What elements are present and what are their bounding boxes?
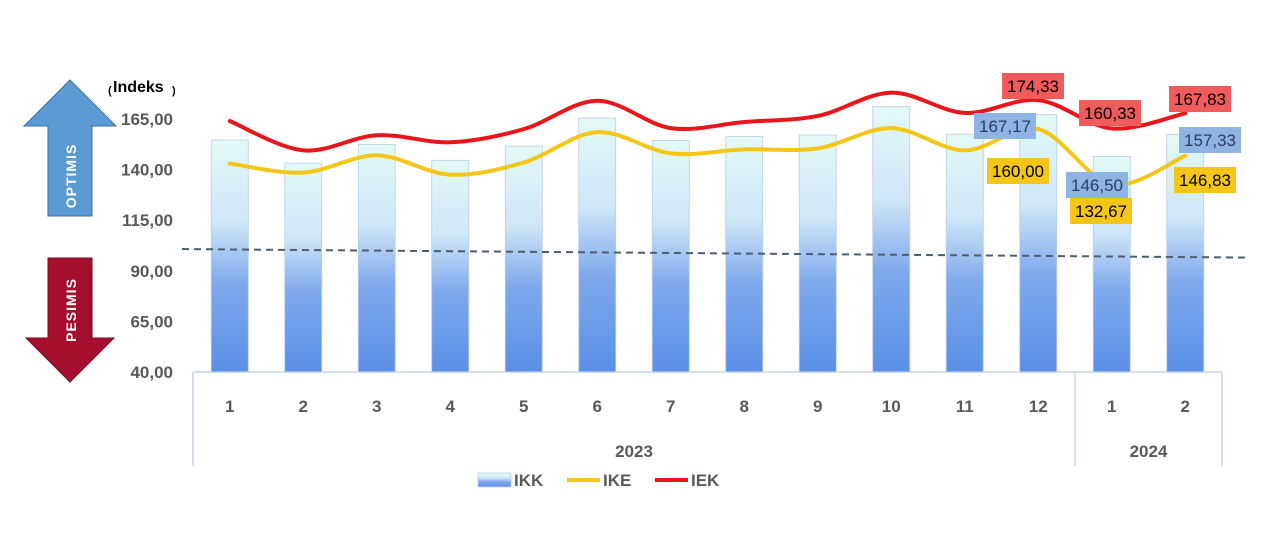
legend-swatch bbox=[477, 472, 512, 488]
y-tick-label: 115,00 bbox=[122, 211, 173, 230]
data-label-iek: 167,83 bbox=[1169, 86, 1231, 112]
legend-item-iek: IEK bbox=[655, 471, 720, 490]
bar-ikk bbox=[210, 139, 249, 373]
bar-ikk bbox=[431, 159, 470, 373]
bar-ikk bbox=[651, 140, 690, 373]
axes bbox=[181, 248, 1246, 373]
x-tick-label: 1 bbox=[225, 397, 234, 416]
y-tick-label: 90,00 bbox=[130, 262, 173, 281]
data-label-ike: 146,83 bbox=[1174, 167, 1236, 193]
unit-label-text: Indeks bbox=[113, 79, 164, 96]
data-label-box bbox=[1079, 100, 1141, 126]
x-tick-label: 6 bbox=[593, 397, 602, 416]
y-tick-label: 140,00 bbox=[121, 161, 173, 180]
data-label-box bbox=[1179, 127, 1241, 153]
data-label-box bbox=[1174, 167, 1236, 193]
data-label-box bbox=[1169, 86, 1231, 112]
data-label-ike: 160,00 bbox=[987, 158, 1049, 184]
legend-item-ike: IKE bbox=[567, 471, 631, 490]
unit-label: ( Indeks ) bbox=[108, 79, 176, 97]
legend-item-ikk: IKK bbox=[477, 471, 544, 490]
data-label-box bbox=[974, 113, 1036, 139]
data-label-text: 157,33 bbox=[1184, 131, 1236, 150]
legend-label: IEK bbox=[691, 471, 720, 490]
data-label-text: 160,33 bbox=[1084, 104, 1136, 123]
bar-ikk bbox=[1019, 114, 1058, 373]
line-ike bbox=[227, 126, 1188, 187]
optimis-arrow-label: OPTIMIS bbox=[63, 144, 79, 209]
x-tick-label: 9 bbox=[813, 397, 822, 416]
x-tick-label: 11 bbox=[956, 397, 974, 416]
data-label-text: 146,83 bbox=[1179, 171, 1231, 190]
bar-ikk bbox=[357, 144, 396, 373]
data-label-box bbox=[987, 158, 1049, 184]
data-label-ikk: 167,17 bbox=[974, 113, 1036, 139]
x-tick-label: 2 bbox=[1181, 397, 1190, 416]
x-tick-label: 1 bbox=[1107, 397, 1116, 416]
data-label-ikk: 146,50 bbox=[1066, 172, 1128, 198]
y-tick-label: 65,00 bbox=[130, 312, 173, 331]
data-label-ikk: 157,33 bbox=[1179, 127, 1241, 153]
x-tick-label: 4 bbox=[446, 397, 456, 416]
bar-ikk bbox=[284, 162, 323, 373]
data-label-iek: 160,33 bbox=[1079, 100, 1141, 126]
data-label-iek: 174,33 bbox=[1002, 73, 1064, 99]
data-label-text: 174,33 bbox=[1007, 77, 1059, 96]
x-tick-label: 5 bbox=[519, 397, 528, 416]
x-tick-label: 7 bbox=[666, 397, 675, 416]
bar-ikk bbox=[504, 145, 543, 373]
x-tick-label: 3 bbox=[372, 397, 381, 416]
data-label-text: 132,67 bbox=[1075, 202, 1127, 221]
data-label-text: 146,50 bbox=[1071, 176, 1123, 195]
legend-label: IKE bbox=[603, 471, 631, 490]
lines bbox=[227, 90, 1188, 187]
pesimis-arrow-label: PESIMIS bbox=[63, 278, 79, 342]
bar-ikk bbox=[578, 117, 617, 373]
bar-ikk bbox=[945, 133, 984, 373]
unit-paren-open: ( bbox=[108, 85, 112, 97]
bar-ikk bbox=[725, 136, 764, 373]
line-iek bbox=[227, 90, 1188, 153]
year-group-label: 2024 bbox=[1130, 442, 1168, 461]
legend-label: IKK bbox=[514, 471, 544, 490]
bars bbox=[210, 106, 1205, 373]
data-label-box bbox=[1066, 172, 1128, 198]
year-group-label: 2023 bbox=[615, 442, 653, 461]
legend: IKK IKE IEK bbox=[477, 471, 720, 490]
y-tick-label: 40,00 bbox=[130, 363, 173, 382]
pesimis-arrow: PESIMIS bbox=[24, 257, 116, 383]
bar-ikk bbox=[872, 106, 911, 373]
data-labels: 174,33 167,17 160,00 160,33 146,50 132,67 167,… bbox=[974, 73, 1241, 224]
y-axis: 40,00 65,00 90,00 115,00 140,00 165,00 bbox=[121, 110, 173, 382]
y-tick-label: 165,00 bbox=[121, 110, 173, 129]
pesimis-arrow-shape bbox=[24, 257, 116, 383]
threshold-line bbox=[181, 248, 1246, 259]
x-tick-label: 12 bbox=[1029, 397, 1048, 416]
unit-paren-close: ) bbox=[172, 85, 176, 97]
optimis-arrow: OPTIMIS bbox=[22, 79, 118, 217]
optimis-arrow-shape bbox=[22, 79, 118, 217]
data-label-text: 167,17 bbox=[979, 117, 1031, 136]
data-label-box bbox=[1002, 73, 1064, 99]
x-tick-label: 8 bbox=[740, 397, 749, 416]
data-label-box bbox=[1070, 198, 1132, 224]
x-tick-label: 2 bbox=[299, 397, 308, 416]
x-tick-label: 10 bbox=[882, 397, 901, 416]
data-label-ike: 132,67 bbox=[1070, 198, 1132, 224]
data-label-text: 160,00 bbox=[992, 162, 1044, 181]
data-label-text: 167,83 bbox=[1174, 90, 1226, 109]
